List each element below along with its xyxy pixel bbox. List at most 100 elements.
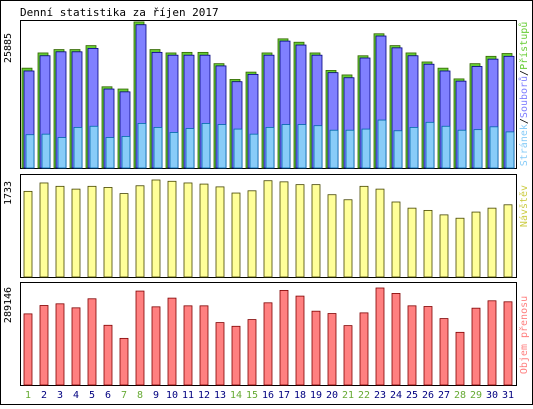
traffic-bar-day-9 xyxy=(151,306,161,386)
traffic-bar-day-11 xyxy=(183,305,193,386)
pages-bar-day-25 xyxy=(409,126,419,169)
traffic-bar-day-26 xyxy=(423,306,433,386)
traffic-bar-day-7 xyxy=(119,337,129,386)
top-legend-part-3: Souborů xyxy=(518,76,530,118)
day-label-8: 8 xyxy=(137,390,143,401)
day-label-22: 22 xyxy=(358,390,370,401)
pages-bar-day-5 xyxy=(89,125,99,169)
middle-panel-ymax-label: 1733 xyxy=(3,181,14,205)
middle-panel-legend-label: Návštěv xyxy=(518,185,530,227)
visits-bar-day-7 xyxy=(119,193,129,278)
visits-bar-day-1 xyxy=(23,190,33,278)
top-legend-part-2: / xyxy=(519,118,530,124)
visits-bar-day-21 xyxy=(343,199,353,278)
traffic-bar-day-10 xyxy=(167,297,177,386)
pages-bar-day-17 xyxy=(281,124,291,169)
traffic-bar-day-27 xyxy=(439,318,449,386)
visits-bar-day-10 xyxy=(167,180,177,278)
traffic-bar-day-2 xyxy=(39,305,49,386)
day-label-3: 3 xyxy=(57,390,63,401)
day-label-2: 2 xyxy=(41,390,47,401)
top-legend-part-4: / xyxy=(519,70,530,76)
pages-bar-day-18 xyxy=(297,124,307,169)
visits-bar-day-5 xyxy=(87,185,97,278)
visits-bar-day-25 xyxy=(407,207,417,278)
visits-bar-day-26 xyxy=(423,209,433,278)
day-label-11: 11 xyxy=(182,390,194,401)
visits-bar-day-11 xyxy=(183,182,193,278)
visits-bar-day-31 xyxy=(503,204,513,278)
traffic-bar-day-30 xyxy=(487,300,497,386)
traffic-bar-day-1 xyxy=(23,313,33,386)
visits-bar-day-20 xyxy=(327,194,337,278)
day-label-16: 16 xyxy=(262,390,274,401)
visits-bar-day-19 xyxy=(311,184,321,278)
traffic-bar-day-16 xyxy=(263,302,273,386)
pages-bar-day-10 xyxy=(169,132,179,169)
traffic-bar-day-6 xyxy=(103,324,113,386)
traffic-bar-day-21 xyxy=(343,325,353,386)
day-label-13: 13 xyxy=(214,390,226,401)
traffic-bar-day-8 xyxy=(135,290,145,386)
pages-bar-day-16 xyxy=(265,126,275,169)
day-label-19: 19 xyxy=(310,390,322,401)
top-legend-part-5: Přístupů xyxy=(518,22,530,70)
day-label-12: 12 xyxy=(198,390,210,401)
traffic-bar-day-4 xyxy=(71,307,81,386)
day-label-26: 26 xyxy=(422,390,434,401)
traffic-bar-day-5 xyxy=(87,298,97,386)
visits-bar-day-3 xyxy=(55,185,65,278)
pages-bar-day-4 xyxy=(73,126,83,169)
traffic-bar-day-18 xyxy=(295,295,305,386)
day-label-7: 7 xyxy=(121,390,127,401)
pages-bar-day-6 xyxy=(105,137,115,169)
pages-bar-day-12 xyxy=(201,123,211,169)
day-label-14: 14 xyxy=(230,390,242,401)
traffic-bar-day-12 xyxy=(199,305,209,386)
day-label-25: 25 xyxy=(406,390,418,401)
pages-bar-day-20 xyxy=(329,129,339,169)
pages-bar-day-21 xyxy=(345,129,355,169)
day-label-30: 30 xyxy=(486,390,498,401)
pages-bar-day-26 xyxy=(425,121,435,169)
traffic-bar-day-25 xyxy=(407,305,417,386)
visits-bar-day-4 xyxy=(71,188,81,278)
day-label-18: 18 xyxy=(294,390,306,401)
bottom-panel-legend-label: Objem přenosu xyxy=(518,296,530,374)
pages-bar-day-19 xyxy=(313,125,323,169)
pages-bar-day-9 xyxy=(153,126,163,169)
visits-bar-day-28 xyxy=(455,217,465,278)
traffic-bar-day-23 xyxy=(375,287,385,386)
day-label-9: 9 xyxy=(153,390,159,401)
visits-bar-day-17 xyxy=(279,181,289,278)
bottom-panel-ymax-label: 289146 xyxy=(3,287,14,323)
visits-bar-day-9 xyxy=(151,179,161,278)
chart-title: Denní statistika za říjen 2017 xyxy=(20,6,219,19)
day-label-20: 20 xyxy=(326,390,338,401)
pages-bar-day-3 xyxy=(57,137,67,169)
pages-bar-day-15 xyxy=(249,133,259,169)
visits-bar-day-18 xyxy=(295,184,305,278)
day-label-24: 24 xyxy=(390,390,402,401)
pages-bar-day-7 xyxy=(121,136,131,169)
traffic-bar-day-24 xyxy=(391,293,401,386)
pages-bar-day-14 xyxy=(233,128,243,169)
pages-bar-day-31 xyxy=(505,131,515,169)
traffic-bar-day-17 xyxy=(279,289,289,386)
traffic-bar-day-22 xyxy=(359,312,369,386)
visits-bar-day-13 xyxy=(215,186,225,278)
day-label-15: 15 xyxy=(246,390,258,401)
traffic-bar-day-19 xyxy=(311,310,321,386)
pages-bar-day-22 xyxy=(361,128,371,169)
traffic-bar-day-28 xyxy=(455,331,465,386)
visits-bar-day-2 xyxy=(39,182,49,278)
visits-bar-day-29 xyxy=(471,211,481,278)
visits-bar-day-24 xyxy=(391,201,401,278)
pages-bar-day-28 xyxy=(457,129,467,169)
day-label-10: 10 xyxy=(166,390,178,401)
day-label-5: 5 xyxy=(89,390,95,401)
visits-bar-day-14 xyxy=(231,192,241,278)
day-label-28: 28 xyxy=(454,390,466,401)
